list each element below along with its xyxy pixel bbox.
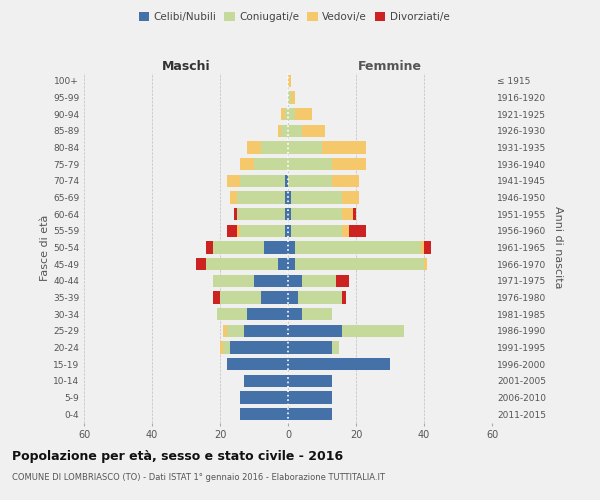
Bar [295, 258, 424, 270]
Bar [288, 391, 332, 404]
Bar [284, 174, 288, 187]
Bar [298, 291, 343, 304]
Bar [343, 224, 349, 237]
Bar [343, 191, 359, 204]
Bar [302, 124, 325, 137]
Bar [288, 291, 298, 304]
Bar [254, 274, 288, 287]
Bar [223, 341, 230, 354]
Bar [288, 324, 343, 337]
Bar [288, 91, 292, 104]
Bar [213, 242, 264, 254]
Bar [343, 324, 404, 337]
Bar [332, 158, 366, 170]
Bar [295, 108, 312, 120]
Bar [227, 224, 237, 237]
Bar [284, 224, 288, 237]
Bar [292, 208, 343, 220]
Bar [254, 158, 288, 170]
Text: COMUNE DI LOMBRIASCO (TO) - Dati ISTAT 1° gennaio 2016 - Elaborazione TUTTITALIA: COMUNE DI LOMBRIASCO (TO) - Dati ISTAT 1… [12, 472, 385, 482]
Bar [288, 158, 332, 170]
Bar [241, 224, 284, 237]
Bar [244, 324, 288, 337]
Bar [278, 258, 288, 270]
Bar [237, 208, 284, 220]
Bar [196, 258, 206, 270]
Bar [335, 274, 349, 287]
Bar [241, 174, 284, 187]
Bar [261, 141, 288, 154]
Bar [343, 291, 346, 304]
Bar [241, 158, 254, 170]
Bar [322, 141, 366, 154]
Bar [288, 341, 332, 354]
Bar [288, 358, 390, 370]
Bar [213, 291, 220, 304]
Bar [284, 208, 288, 220]
Bar [284, 108, 288, 120]
Bar [288, 174, 332, 187]
Bar [284, 191, 288, 204]
Bar [206, 258, 278, 270]
Bar [230, 191, 237, 204]
Bar [278, 124, 281, 137]
Bar [288, 141, 322, 154]
Bar [353, 208, 356, 220]
Bar [288, 374, 332, 387]
Text: Popolazione per età, sesso e stato civile - 2016: Popolazione per età, sesso e stato civil… [12, 450, 343, 463]
Bar [292, 191, 343, 204]
Bar [421, 242, 424, 254]
Bar [292, 224, 343, 237]
Bar [217, 308, 247, 320]
Bar [220, 291, 261, 304]
Bar [288, 108, 295, 120]
Bar [288, 74, 292, 87]
Y-axis label: Fasce di età: Fasce di età [40, 214, 50, 280]
Bar [237, 224, 241, 237]
Bar [292, 91, 295, 104]
Bar [241, 391, 288, 404]
Bar [288, 124, 302, 137]
Bar [227, 174, 241, 187]
Bar [220, 341, 223, 354]
Bar [302, 308, 332, 320]
Bar [237, 191, 284, 204]
Bar [227, 324, 244, 337]
Bar [281, 108, 284, 120]
Bar [295, 242, 421, 254]
Bar [247, 308, 288, 320]
Bar [332, 341, 339, 354]
Bar [230, 341, 288, 354]
Bar [281, 124, 288, 137]
Bar [288, 408, 332, 420]
Bar [349, 224, 366, 237]
Bar [288, 274, 302, 287]
Bar [227, 358, 288, 370]
Bar [247, 141, 261, 154]
Bar [332, 174, 359, 187]
Legend: Celibi/Nubili, Coniugati/e, Vedovi/e, Divorziati/e: Celibi/Nubili, Coniugati/e, Vedovi/e, Di… [134, 8, 454, 26]
Bar [424, 258, 427, 270]
Bar [244, 374, 288, 387]
Bar [288, 308, 302, 320]
Bar [261, 291, 288, 304]
Bar [288, 224, 292, 237]
Bar [264, 242, 288, 254]
Bar [288, 258, 295, 270]
Bar [288, 191, 292, 204]
Bar [288, 242, 295, 254]
Bar [213, 274, 254, 287]
Bar [302, 274, 335, 287]
Y-axis label: Anni di nascita: Anni di nascita [553, 206, 563, 288]
Bar [206, 242, 213, 254]
Text: Maschi: Maschi [161, 60, 211, 72]
Bar [241, 408, 288, 420]
Bar [424, 242, 431, 254]
Bar [223, 324, 227, 337]
Text: Femmine: Femmine [358, 60, 422, 72]
Bar [343, 208, 353, 220]
Bar [288, 208, 292, 220]
Bar [233, 208, 237, 220]
